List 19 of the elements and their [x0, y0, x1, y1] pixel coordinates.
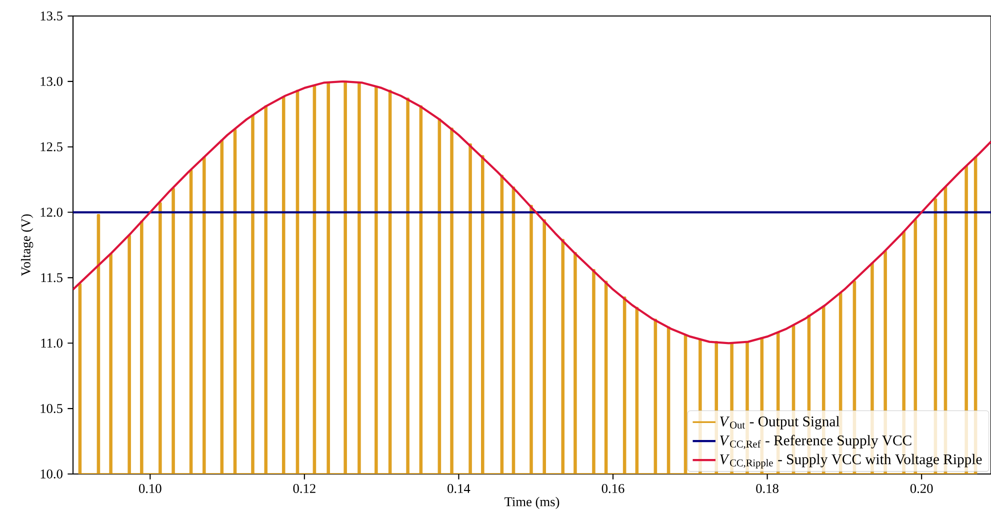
y-tick-label: 13.0: [40, 76, 62, 86]
legend-label: V$_{CC,Ripple}$ - Supply VCC with Voltage Ripple: [720, 454, 982, 468]
x-tick-label: 0.18: [756, 484, 778, 494]
y-axis-title: Voltage (V): [21, 214, 34, 276]
x-tick-label: 0.10: [138, 484, 162, 494]
y-tick-label: 10.0: [40, 469, 62, 479]
y-tick-label: 10.5: [40, 404, 62, 414]
y-tick-label: 13.5: [40, 11, 62, 20]
y-tick-label: 11.0: [41, 338, 62, 348]
x-tick-label: 0.14: [448, 484, 470, 494]
y-tick-label: 12.5: [40, 142, 62, 152]
x-tick-label: 0.12: [293, 484, 316, 494]
legend-label: V$_{Out}$ - Output Signal: [720, 416, 840, 430]
x-tick-label: 0.16: [602, 484, 624, 494]
y-tick-label: 12.0: [40, 208, 62, 217]
y-tick-label: 11.5: [41, 273, 62, 282]
legend-label: V$_{CC,Ref}$ - Reference Supply VCC: [720, 434, 912, 450]
x-tick-label: 0.20: [910, 484, 933, 494]
x-axis-title: Time (ms): [504, 496, 560, 509]
